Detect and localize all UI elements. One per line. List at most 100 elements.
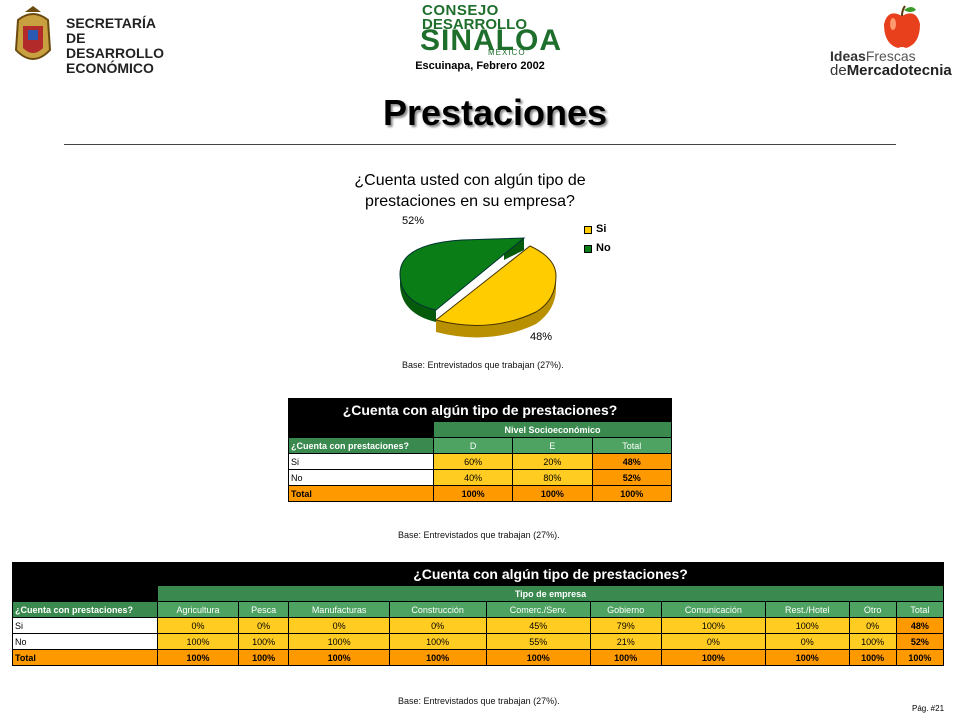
- table2-row-header: ¿Cuenta con prestaciones?: [12, 601, 158, 618]
- table-row: No 100% 100% 100% 100% 55% 21% 0% 0% 100…: [12, 633, 945, 650]
- legend-label-si: Si: [596, 223, 607, 235]
- table2-cell: 100%: [485, 649, 591, 666]
- table2-col-4: Comerc./Serv.: [485, 601, 591, 618]
- table2-cell: 100%: [848, 649, 897, 666]
- table2-title: ¿Cuenta con algún tipo de prestaciones?: [157, 562, 944, 586]
- table2-row-label: No: [12, 633, 158, 650]
- table2-col-3: Construcción: [388, 601, 487, 618]
- table2-cell: 0%: [848, 617, 897, 634]
- de-text: de: [830, 62, 847, 79]
- table2-cell: 79%: [589, 617, 662, 634]
- page-number: Pág. #21: [912, 704, 945, 713]
- table-company-type: ¿Cuenta con algún tipo de prestaciones? …: [12, 562, 945, 666]
- pie-label-si: 48%: [530, 331, 552, 343]
- table-row: Total 100% 100% 100% 100% 100% 100% 100%…: [12, 649, 945, 666]
- table2-cell: 0%: [157, 617, 239, 634]
- table2-base-note: Base: Entrevistados que trabajan (27%).: [398, 696, 560, 706]
- table1-cell: 20%: [512, 453, 593, 470]
- legend-swatch-no: [584, 244, 592, 253]
- table2-group-header: Tipo de empresa: [157, 585, 944, 602]
- table2-col-5: Gobierno: [589, 601, 662, 618]
- table2-cell: 100%: [765, 617, 850, 634]
- table2-cell-total: 48%: [895, 617, 945, 634]
- table1-row-label: Total: [288, 485, 434, 502]
- table-row: Si 0% 0% 0% 0% 45% 79% 100% 100% 0% 48%: [12, 617, 945, 634]
- table2-cell: 100%: [157, 633, 239, 650]
- sinaloa-text: SINALOA: [420, 24, 562, 57]
- consejo-logo: CONSEJO DESARROLLO SINALOA MÉXICO: [418, 2, 561, 60]
- table2-col-9: Total: [895, 601, 945, 618]
- table1-row-label: Si: [288, 453, 434, 470]
- pie-chart: 52% 48%: [399, 215, 557, 343]
- table2-cell: 100%: [388, 633, 487, 650]
- table1-cell-total: 48%: [591, 453, 673, 470]
- table2-blank: [12, 562, 158, 602]
- table2-row-label: Si: [12, 617, 158, 634]
- logo-line-1: SECRETARÍA: [66, 15, 156, 31]
- table1-cell: 100%: [512, 485, 593, 502]
- table2-cell: 100%: [660, 649, 767, 666]
- table1-cell-total: 52%: [591, 469, 673, 486]
- logo-line-2: DE DESARROLLO: [66, 30, 164, 61]
- table1-col-1: E: [512, 437, 593, 454]
- table2-cell-total: 52%: [895, 633, 945, 650]
- table2-cell: 0%: [388, 617, 487, 634]
- table2-cell: 100%: [288, 633, 390, 650]
- frescas-text: Frescas: [865, 48, 916, 64]
- pie-slice-si-side: [436, 276, 556, 338]
- table2-cell: 0%: [288, 617, 390, 634]
- table2-cell: 0%: [660, 633, 767, 650]
- table2-cell: 100%: [288, 649, 390, 666]
- table2-cell: 0%: [765, 633, 850, 650]
- title-divider: [64, 144, 896, 145]
- table2-cell: 100%: [388, 649, 487, 666]
- table2-cell: 100%: [157, 649, 239, 666]
- pie-slice-no: [399, 237, 526, 311]
- table2-cell: 100%: [848, 633, 897, 650]
- secretaria-logo: SECRETARÍA DE DESARROLLO ECONÓMICO: [10, 6, 164, 76]
- pie-slice-no-side-right: [504, 238, 524, 260]
- mercadotecnia-text: Mercadotecnia: [846, 62, 952, 79]
- table2-col-6: Comunicación: [660, 601, 767, 618]
- table1-blank: [288, 421, 434, 438]
- apple-icon: [884, 5, 920, 49]
- table2-cell: 100%: [237, 633, 290, 650]
- seal-icon: [14, 6, 52, 60]
- table2-col-7: Rest./Hotel: [765, 601, 850, 618]
- table2-cell: 100%: [237, 649, 290, 666]
- table2-cell: 0%: [237, 617, 290, 634]
- table2-col-8: Otro: [848, 601, 897, 618]
- table1-col-0: D: [432, 437, 514, 454]
- pie-legend: Si No: [584, 220, 611, 258]
- mexico-text: MÉXICO: [488, 48, 526, 57]
- table2-col-2: Manufacturas: [288, 601, 390, 618]
- table2-cell-total: 100%: [895, 649, 945, 666]
- table2-col-1: Pesca: [237, 601, 290, 618]
- location-date: Escuinapa, Febrero 2002: [415, 60, 545, 72]
- table-row: Si 60% 20% 48%: [288, 453, 673, 470]
- table2-row-label: Total: [12, 649, 158, 666]
- desarrollo-text: DESARROLLO: [422, 16, 527, 33]
- table1-base-note: Base: Entrevistados que trabajan (27%).: [398, 530, 560, 540]
- table1-cell: 100%: [432, 485, 514, 502]
- table-row: Total 100% 100% 100%: [288, 485, 673, 502]
- pie-chart-title: ¿Cuenta usted con algún tipo de prestaci…: [330, 170, 610, 212]
- consejo-text: CONSEJO: [422, 2, 499, 19]
- ideas-text: Ideas: [830, 48, 866, 64]
- table-row: No 40% 80% 52%: [288, 469, 673, 486]
- pie-label-no: 52%: [402, 215, 424, 227]
- logo-line-3: ECONÓMICO: [66, 60, 154, 76]
- pie-slice-si: [434, 245, 557, 326]
- table2-cell: 100%: [660, 617, 767, 634]
- table2-cell: 100%: [589, 649, 662, 666]
- table1-cell-total: 100%: [591, 485, 673, 502]
- table1-cell: 40%: [432, 469, 514, 486]
- table1-row-header: ¿Cuenta con prestaciones?: [288, 437, 434, 454]
- table2-cell: 55%: [485, 633, 591, 650]
- legend-swatch-si: [584, 225, 592, 234]
- table1-title: ¿Cuenta con algún tipo de prestaciones?: [288, 398, 672, 422]
- legend-item-no: No: [584, 239, 611, 258]
- table2-col-0: Agricultura: [157, 601, 239, 618]
- table1-group-header: Nivel Socioeconómico: [433, 421, 672, 438]
- table2-cell: 45%: [485, 617, 591, 634]
